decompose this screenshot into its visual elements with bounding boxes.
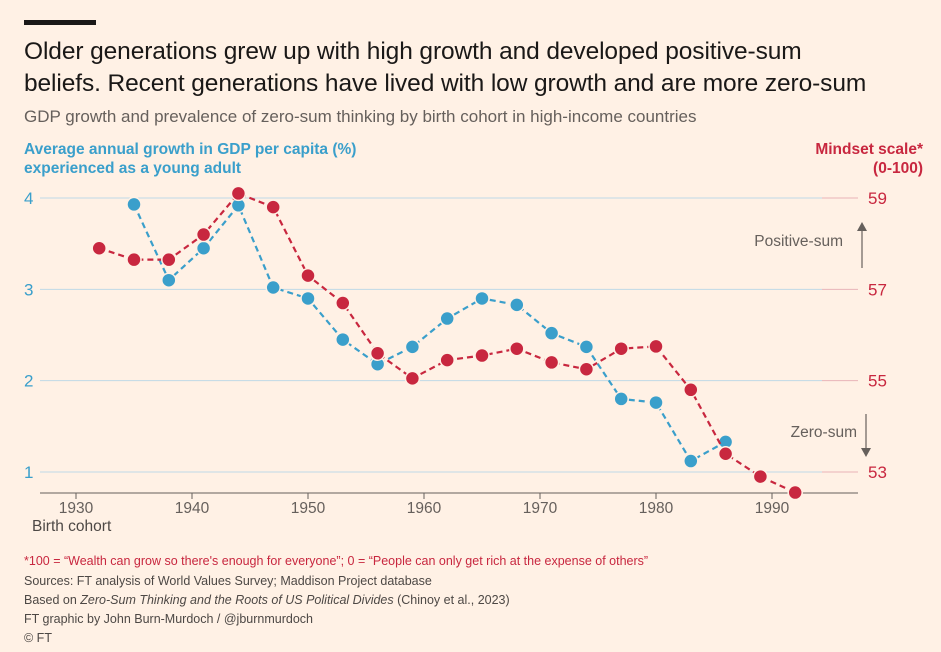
left-tick-label: 2 — [24, 372, 33, 391]
chart-title-line-1: Older generations grew up with high grow… — [24, 38, 802, 65]
growth-series-line — [133, 203, 727, 463]
footnote-based-on-prefix: Based on — [24, 593, 81, 607]
positive-sum-arrow-icon — [857, 222, 867, 231]
growth-point-1974 — [578, 339, 595, 355]
growth-point-1962 — [439, 310, 455, 327]
mindset-point-1989 — [752, 468, 769, 485]
footnote-based-on: Based on Zero-Sum Thinking and the Roots… — [24, 593, 510, 607]
right-tick-label: 55 — [868, 372, 887, 391]
mindset-point-1956 — [369, 345, 386, 362]
mindset-point-1953 — [335, 295, 351, 311]
left-tick-label: 1 — [24, 463, 33, 482]
x-tick-label: 1960 — [407, 500, 442, 517]
x-tick-label: 1950 — [291, 500, 326, 517]
header-accent-bar — [24, 20, 96, 25]
growth-point-1980 — [648, 394, 664, 411]
x-axis-title: Birth cohort — [32, 518, 112, 535]
growth-point-1947 — [265, 279, 281, 296]
mindset-point-1944 — [230, 185, 247, 202]
growth-point-1938 — [161, 272, 177, 288]
x-tick-label: 1970 — [523, 500, 558, 517]
mindset-point-1950 — [300, 267, 316, 284]
mindset-point-1932 — [91, 240, 107, 256]
footnote-copyright: © FT — [24, 631, 52, 645]
growth-point-1971 — [543, 325, 560, 341]
x-tick-label: 1930 — [59, 500, 94, 517]
chart-title-line-2: beliefs. Recent generations have lived w… — [24, 70, 867, 97]
growth-point-1965 — [474, 290, 490, 307]
right-tick-label: 53 — [868, 463, 887, 482]
mindset-point-1938 — [161, 251, 177, 268]
x-tick-label: 1990 — [755, 500, 790, 517]
right-axis-title-line-1: Mindset scale* — [815, 141, 923, 158]
right-tick-label: 59 — [868, 189, 887, 208]
x-tick-label: 1980 — [639, 500, 674, 517]
left-tick-label: 3 — [24, 280, 33, 299]
left-axis-title: Average annual growth in GDP per capita … — [24, 140, 356, 178]
right-tick-label: 57 — [868, 280, 887, 299]
mindset-point-1992 — [787, 484, 803, 501]
growth-point-1935 — [126, 196, 142, 213]
left-axis-title-line-1: Average annual growth in GDP per capita … — [24, 141, 357, 158]
mindset-point-1968 — [509, 340, 525, 357]
mindset-point-1986 — [717, 445, 734, 462]
growth-point-1959 — [404, 339, 421, 355]
left-axis-title-line-2: experienced as a young adult — [24, 160, 242, 177]
growth-point-1977 — [613, 391, 629, 407]
chart-subtitle: GDP growth and prevalence of zero-sum th… — [24, 107, 697, 126]
growth-point-1953 — [335, 331, 351, 348]
left-tick-label: 4 — [24, 189, 33, 208]
mindset-point-1983 — [683, 382, 699, 398]
mindset-point-1974 — [578, 361, 595, 377]
growth-point-1968 — [509, 297, 525, 313]
mindset-point-1977 — [613, 340, 629, 357]
mindset-point-1941 — [195, 226, 212, 243]
x-tick-label: 1940 — [175, 500, 210, 517]
footnote-mindset-scale: *100 = “Wealth can grow so there's enoug… — [24, 554, 649, 568]
zero-sum-label: Zero-sum — [791, 424, 857, 441]
mindset-point-1962 — [439, 352, 455, 368]
chart-title: Older generations grew up with high grow… — [24, 36, 924, 100]
mindset-point-1980 — [648, 338, 664, 355]
footnote-paper-title: Zero-Sum Thinking and the Roots of US Po… — [80, 593, 394, 607]
growth-point-1983 — [683, 453, 699, 469]
right-axis-title-line-2: (0-100) — [873, 160, 923, 177]
mindset-point-1971 — [543, 354, 560, 371]
right-axis-title: Mindset scale* (0-100) — [815, 140, 923, 178]
positive-sum-label: Positive-sum — [754, 233, 843, 250]
mindset-point-1947 — [265, 199, 281, 215]
footnote-credit: FT graphic by John Burn-Murdoch / @jburn… — [24, 612, 313, 626]
growth-point-1950 — [300, 290, 316, 307]
mindset-point-1959 — [404, 370, 421, 387]
growth-point-1941 — [195, 240, 212, 256]
footnote-based-on-suffix: (Chinoy et al., 2023) — [393, 593, 510, 607]
mindset-point-1935 — [126, 251, 142, 268]
mindset-point-1965 — [474, 347, 490, 364]
footnote-sources: Sources: FT analysis of World Values Sur… — [24, 574, 432, 588]
zero-sum-arrow-icon — [861, 448, 871, 457]
